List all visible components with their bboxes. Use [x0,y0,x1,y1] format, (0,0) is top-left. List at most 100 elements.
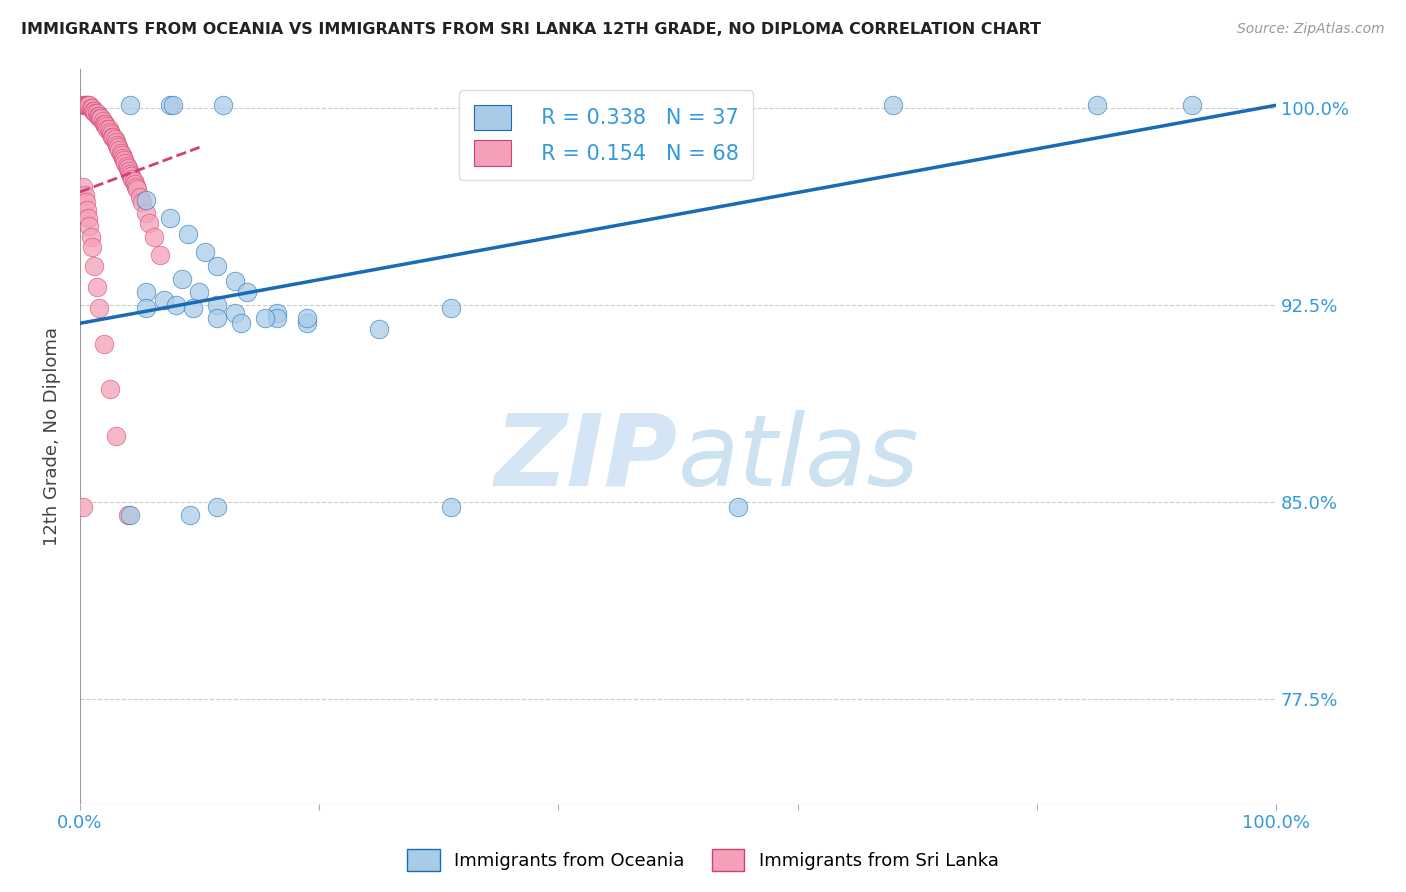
Point [165,298,187,312]
Point [152,293,174,307]
Point [100,127,122,141]
Point [105,137,128,152]
Point [120,169,142,184]
Point [77,98,100,112]
Point [179,508,201,522]
Point [212,98,235,112]
Point [91,114,114,128]
Point [83,103,105,118]
Text: Source: ZipAtlas.com: Source: ZipAtlas.com [1237,22,1385,37]
Point [120,98,142,112]
Point [87,109,110,123]
Point [1181,98,1204,112]
Point [80,101,103,115]
Point [231,316,253,330]
Point [98,124,121,138]
Point [295,316,318,330]
Point [128,190,150,204]
Point [89,112,111,126]
Point [72,179,94,194]
Point [207,500,229,515]
Point [103,132,125,146]
Point [72,98,94,112]
Point [143,229,166,244]
Point [295,311,318,326]
Point [75,98,97,112]
Point [107,140,129,154]
Point [86,279,108,293]
Point [127,182,149,196]
Point [98,382,121,396]
Point [183,301,205,315]
Point [114,156,136,170]
Point [727,500,749,515]
Point [79,98,101,112]
Text: ZIP: ZIP [495,409,678,507]
Point [111,148,134,162]
Point [108,143,131,157]
Point [121,171,143,186]
Point [87,301,110,315]
Point [87,109,110,123]
Point [882,98,904,112]
Text: atlas: atlas [678,409,920,507]
Point [135,301,157,315]
Point [111,151,134,165]
Point [120,508,142,522]
Point [266,311,288,326]
Point [135,206,157,220]
Point [73,187,96,202]
Point [80,240,103,254]
Point [110,145,132,160]
Point [159,211,181,226]
Point [131,195,153,210]
Point [135,193,157,207]
Point [440,301,463,315]
Point [122,174,145,188]
Point [79,219,101,233]
Point [188,285,211,299]
Point [440,500,463,515]
Point [120,167,142,181]
Point [104,135,127,149]
Point [367,321,389,335]
Point [149,248,172,262]
Point [96,122,118,136]
Point [112,153,135,168]
Point [86,106,108,120]
Point [1085,98,1108,112]
Point [236,285,259,299]
Point [84,106,107,120]
Point [117,508,139,522]
Point [101,129,124,144]
Point [124,177,146,191]
Point [115,159,138,173]
Point [170,271,193,285]
Point [96,120,118,134]
Point [93,117,115,131]
Point [135,285,157,299]
Point [93,337,115,351]
Point [224,274,246,288]
Point [103,129,125,144]
Point [97,122,120,136]
Point [266,306,288,320]
Point [82,103,104,118]
Point [194,245,217,260]
Legend: Immigrants from Oceania, Immigrants from Sri Lanka: Immigrants from Oceania, Immigrants from… [401,842,1005,879]
Point [224,306,246,320]
Point [79,101,101,115]
Point [76,203,98,218]
Point [138,217,160,231]
Point [77,211,100,226]
Point [76,98,98,112]
Point [117,161,139,176]
Point [73,98,96,112]
Point [125,179,148,194]
Point [79,229,101,244]
Point [159,98,181,112]
Point [104,429,127,443]
Point [176,227,198,241]
Text: IMMIGRANTS FROM OCEANIA VS IMMIGRANTS FROM SRI LANKA 12TH GRADE, NO DIPLOMA CORR: IMMIGRANTS FROM OCEANIA VS IMMIGRANTS FR… [21,22,1040,37]
Point [207,298,229,312]
